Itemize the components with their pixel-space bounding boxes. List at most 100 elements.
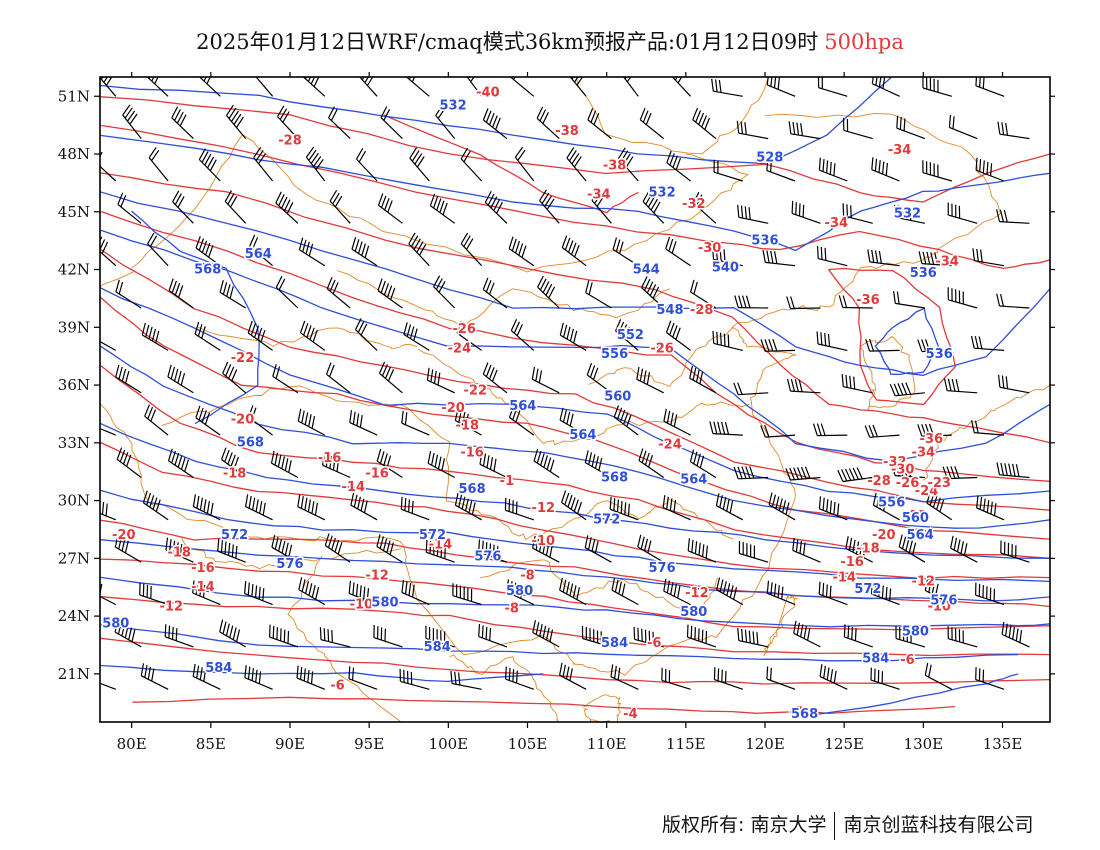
wind-barb [171,106,194,140]
wind-barb-feather [220,540,223,553]
wind-barb-feather [510,318,518,331]
boundary-line [180,537,401,570]
wind-barb-staff [275,286,299,309]
wind-barb-feather [454,492,459,506]
wind-barb-staff [509,417,535,436]
wind-barb-feather [793,620,797,634]
wind-barb-feather [764,424,770,438]
wind-barb-feather [770,77,773,87]
wind-barb-feather [489,457,494,470]
wind-barb [269,624,299,648]
wind-barb-feather [859,543,863,556]
wind-barb-feather [96,582,98,594]
wind-barb-staff [661,679,691,690]
wind-barb-feather [226,104,234,116]
height-contour-line [797,673,1019,717]
wind-barb-feather [882,77,886,89]
height-contour-label: 572 [221,528,248,543]
wind-barb-staff [271,462,299,479]
wind-barb-feather [639,107,646,121]
wind-barb-feather [297,408,302,422]
wind-barb [612,237,639,267]
wind-barb-feather [820,423,826,436]
wind-barb-feather [878,250,882,264]
wind-barb-feather [409,147,418,159]
wind-barb-feather [771,494,776,507]
wind-barb-feather [704,117,711,130]
wind-barb-feather [512,407,518,420]
wind-barb-staff [790,133,821,140]
wind-barb-feather [386,285,393,298]
wind-barb-feather [954,466,960,479]
wind-barb-feather [310,77,316,85]
wind-barb-staff [296,677,326,690]
wind-barb-feather [1012,626,1015,640]
wind-barb-feather [465,498,469,512]
wind-barb [514,146,535,182]
wind-barb-feather [903,118,906,131]
wind-barb-feather [999,209,1004,222]
wind-barb-feather [165,537,169,551]
wind-barb-feather [1000,462,1004,476]
wind-barb-feather [174,282,181,296]
wind-barb-feather [723,333,726,347]
wind-barb-feather [795,539,799,553]
wind-barb-feather [357,320,365,333]
wind-barb-feather [536,106,544,119]
wind-barb-feather [334,195,343,208]
wind-barb-feather [539,623,543,637]
boundary-line [100,271,134,288]
lat-tick-label: 51N [58,87,90,105]
wind-barb [996,293,1030,309]
wind-barb-feather [737,466,743,479]
wind-barb [975,157,1005,182]
wind-barb-feather [720,332,722,346]
wind-barb-staff [433,286,456,309]
wind-barb-feather [878,160,881,173]
wind-barb-feather [361,77,365,81]
wind-barb-feather [247,666,251,680]
wind-barb-feather [794,379,799,392]
wind-barb-feather [144,404,150,417]
wind-barb-feather [719,495,723,508]
wind-barb-feather [413,328,418,341]
wind-barb-feather [124,540,129,554]
wind-barb-staff [114,631,142,648]
wind-barb-feather [827,333,831,347]
wind-barb [996,462,1030,479]
wind-barb-feather [513,321,520,334]
wind-barb-feather [1004,463,1008,476]
boundary-line [336,270,671,328]
wind-barb-feather [695,110,702,123]
wind-barb-feather [777,585,780,598]
wind-barb-feather [853,376,856,390]
wind-barb [221,447,247,478]
wind-barb-feather [854,628,857,641]
wind-barb-staff [790,476,821,481]
wind-barb [146,65,169,97]
wind-barb-feather [228,107,237,119]
wind-barb-feather [705,545,708,559]
wind-barb-staff [870,679,900,690]
wind-barb-feather [430,369,434,382]
wind-barb-feather [689,365,693,379]
wind-barb [617,147,639,182]
wind-barb-feather [195,581,199,595]
isotherm-label: -30 [891,463,915,478]
wind-barb-feather [437,107,446,119]
wind-barb-feather [196,495,200,509]
wind-barb-feather [627,503,630,517]
wind-barb-staff [869,349,900,352]
wind-barb [970,335,1005,351]
wind-barb-feather [609,496,612,510]
wind-barb [713,159,743,182]
wind-barb [195,405,221,436]
wind-barb-feather [146,65,152,76]
wind-barb-staff [192,592,221,606]
wind-barb-staff [484,201,508,224]
wind-barb [350,492,378,521]
isotherm-label: -8 [916,624,930,639]
wind-barb-feather [516,584,520,597]
wind-barb-feather [201,151,209,163]
wind-barb-feather [149,235,158,247]
